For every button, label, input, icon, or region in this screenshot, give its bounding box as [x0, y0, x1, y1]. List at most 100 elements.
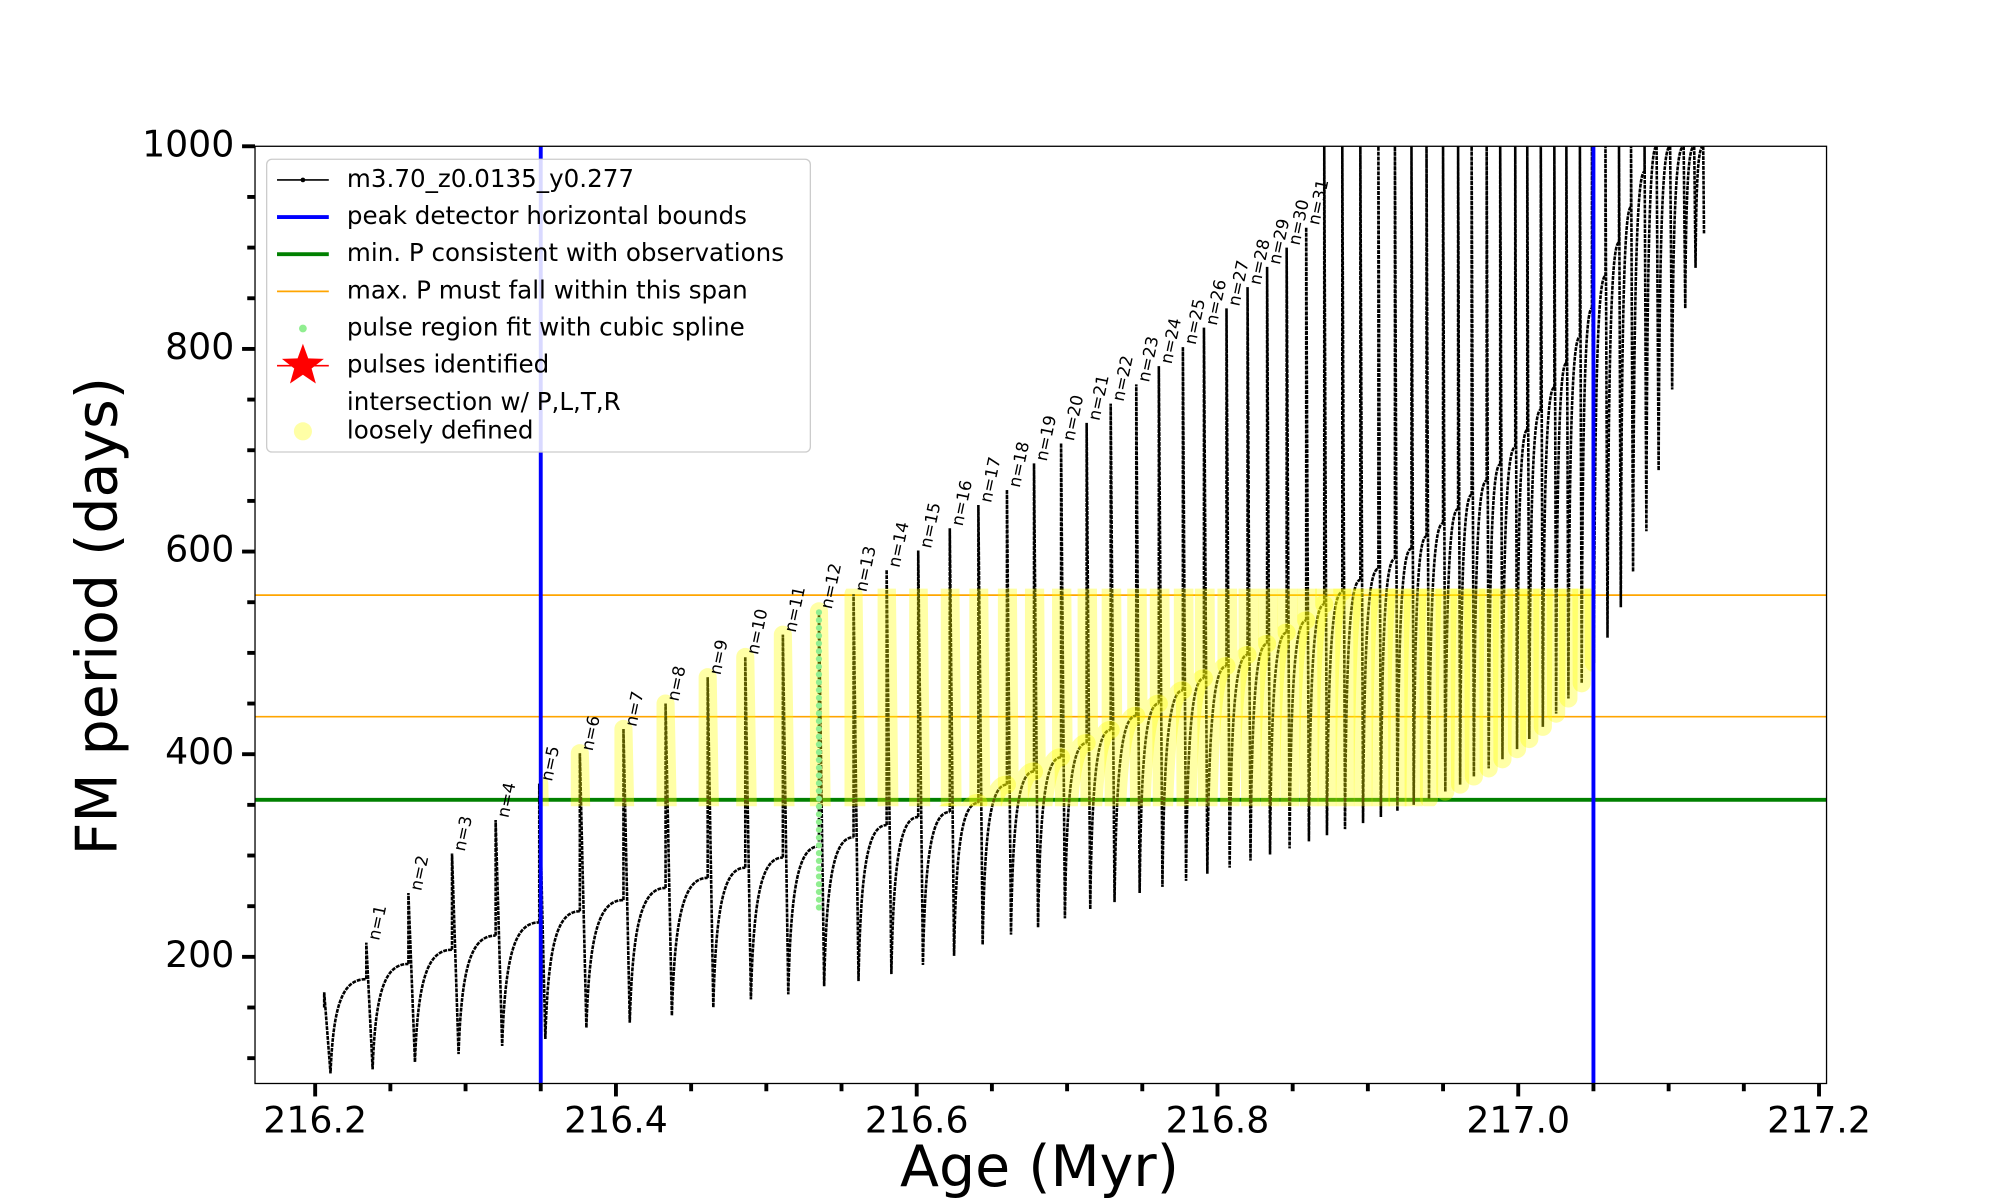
- pulse-cycle: [1359, 146, 1379, 824]
- y-tick-label: 800: [165, 325, 234, 368]
- spline-point: [815, 904, 823, 911]
- intersection-region: [1101, 588, 1146, 807]
- intersection-region: [969, 588, 1017, 807]
- intersection-region: [1492, 588, 1514, 769]
- pulse-cycle: [1498, 146, 1516, 760]
- x-axis-label: Age (Myr): [900, 1134, 1179, 1200]
- legend-label: loosely defined: [347, 415, 534, 444]
- y-axis-label: FM period (days): [65, 377, 131, 855]
- intersection-region: [1258, 588, 1296, 807]
- intersection-region: [1435, 588, 1458, 801]
- pulse-cycle: [1456, 146, 1473, 785]
- data-layer: [322, 146, 1706, 1074]
- pulse-cycle: [537, 783, 580, 1039]
- legend-label: pulses identified: [347, 350, 549, 379]
- pulse-cycle: [1629, 146, 1646, 572]
- pulse-cycle: [1441, 146, 1459, 792]
- pulse-cycle: [1181, 346, 1205, 881]
- intersection-region: [1333, 588, 1365, 807]
- pulse-cycle: [1322, 146, 1343, 836]
- pulse-cycle: [450, 853, 496, 1055]
- spline-point: [815, 764, 823, 771]
- pulse-cycle: [1513, 146, 1528, 750]
- intersection-region: [1173, 588, 1214, 807]
- y-tick-label: 600: [165, 528, 234, 571]
- pulse-cycle: [1425, 146, 1444, 799]
- spline-point: [815, 834, 823, 841]
- intersection-region: [1464, 588, 1486, 786]
- legend-handle: [299, 324, 307, 333]
- intersection-region: [1572, 588, 1592, 693]
- intersection-region: [997, 588, 1044, 807]
- pulse-cycle: [494, 820, 540, 1047]
- intersection-region: [1077, 588, 1120, 807]
- intersection-region: [1217, 588, 1257, 807]
- legend-label: pulse region fit with cubic spline: [347, 313, 745, 342]
- spline-point: [815, 857, 823, 865]
- spline-point: [815, 648, 823, 655]
- legend-label: max. P must fall within this span: [347, 275, 748, 304]
- pulse-cycle: [1304, 227, 1325, 842]
- pulse-cycle: [578, 753, 624, 1028]
- intersection-region: [1353, 588, 1380, 807]
- pulse-cycle: [1393, 146, 1412, 811]
- pulse-cycle: [1668, 146, 1685, 390]
- spline-point: [815, 702, 823, 709]
- pulse-cycle: [1655, 146, 1671, 471]
- spline-point: [815, 694, 823, 701]
- intersection-region: [1052, 588, 1096, 807]
- pulse-cycle: [1701, 146, 1706, 234]
- legend-handle: [281, 343, 324, 384]
- spline-point: [815, 850, 823, 857]
- spline-point: [815, 780, 823, 787]
- legend-handle-marker: [300, 177, 306, 183]
- spline-point: [815, 663, 823, 670]
- pulse-cycle: [743, 656, 783, 1000]
- pulse-cycle: [1410, 146, 1428, 805]
- legend-box: [266, 158, 812, 453]
- pulse-cycle: [1539, 146, 1556, 727]
- spline-point: [815, 749, 823, 756]
- reference-lines: [255, 594, 1827, 802]
- x-tick-label: 216.2: [263, 1098, 367, 1141]
- pulse-cycle: [1617, 146, 1632, 608]
- pulse-cycle: [1265, 266, 1288, 855]
- spline-point: [815, 733, 823, 740]
- pulse-cycle: [916, 550, 950, 965]
- spline-point: [815, 609, 823, 616]
- intersection-region: [1238, 588, 1277, 807]
- pulse-cycle: [1246, 287, 1268, 861]
- intersection-region: [1546, 588, 1566, 723]
- spline-point: [815, 873, 823, 880]
- pulse-cycle: [852, 594, 887, 982]
- intersection-layer: [540, 588, 1594, 807]
- y-tick-label: 200: [165, 933, 234, 976]
- spline-point: [815, 842, 823, 849]
- intersection-region: [1533, 588, 1553, 736]
- pulse-cycle: [1059, 443, 1087, 919]
- spline-point: [815, 896, 823, 903]
- intersection-region: [1149, 588, 1192, 807]
- intersection-region: [940, 588, 988, 807]
- spline-point: [815, 795, 823, 802]
- spline-point: [815, 787, 823, 795]
- spline-point: [815, 624, 823, 631]
- spline-point: [815, 632, 823, 639]
- pulse-cycle: [948, 528, 979, 956]
- legend-label: intersection w/ P,L,T,R: [347, 387, 621, 416]
- pulse-cycle: [1470, 146, 1488, 777]
- x-tick-label: 217.2: [1767, 1098, 1871, 1141]
- pulse-cycle: [1604, 146, 1620, 638]
- pulse-cycle: [664, 703, 708, 1016]
- pulse-cycle: [1485, 146, 1501, 769]
- legend-label: peak detector horizontal bounds: [347, 201, 747, 230]
- spline-point: [815, 717, 823, 725]
- intersection-region: [1507, 588, 1528, 759]
- pulse-cycle: [1341, 146, 1361, 830]
- x-tick-label: 216.6: [865, 1098, 969, 1141]
- pulse-cycle: [1032, 463, 1062, 928]
- spline-point: [815, 803, 823, 810]
- legend-handle: [293, 422, 312, 441]
- intersection-region: [1315, 588, 1352, 807]
- plot-frame: [254, 145, 1828, 1085]
